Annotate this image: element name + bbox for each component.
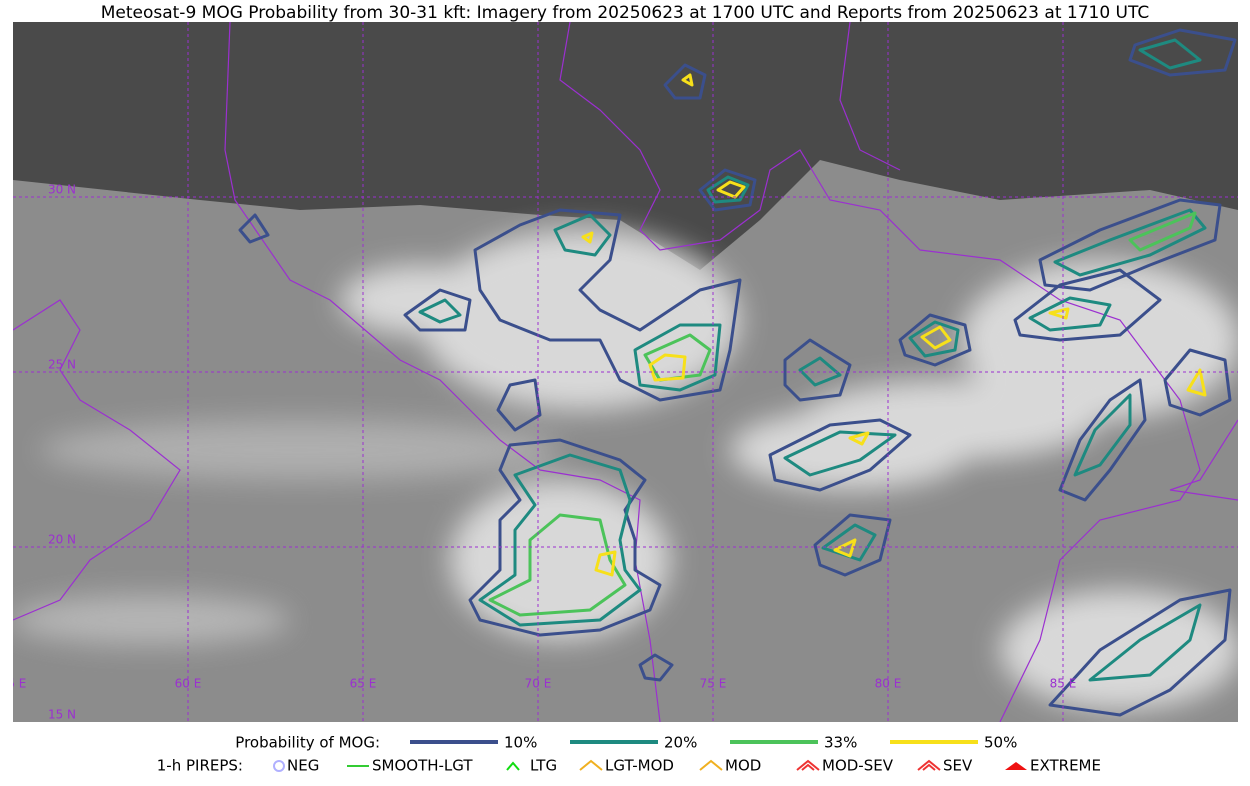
dark-region: [13, 22, 1238, 270]
border: [13, 299, 181, 621]
contour-50: [1186, 368, 1207, 397]
border: [1169, 419, 1238, 501]
contour-20: [783, 430, 897, 477]
contour-10: [813, 513, 892, 577]
lat-label: 30 N: [48, 183, 76, 197]
clouds: [13, 230, 1238, 710]
contour-10: [1128, 28, 1237, 77]
contour-20: [418, 298, 462, 324]
lon-label: 60 E: [175, 677, 202, 691]
contour-33: [488, 513, 627, 617]
contour-20: [1053, 208, 1207, 277]
contours: [238, 28, 1237, 717]
legend-label: 33%: [824, 734, 857, 752]
contour-50: [648, 353, 687, 382]
graticule: 55 E 60 E 65 E 70 E 75 E 80 E 85 E 30 N 25 N 20 N…: [0, 22, 1238, 722]
legend-label: LGT-MOD: [605, 757, 674, 775]
legend-label: EXTREME: [1030, 757, 1101, 775]
lat-label: 15 N: [48, 708, 76, 722]
border: [224, 22, 661, 722]
contour-20: [908, 320, 960, 358]
contour-10: [768, 418, 912, 492]
contour-33: [1128, 211, 1197, 252]
map: 55 E 60 E 65 E 70 E 75 E 80 E 85 E 30 N 25 N 20 N…: [0, 22, 1238, 722]
lon-label: 65 E: [350, 677, 377, 691]
contour-10: [638, 653, 674, 682]
legend-label: NEG: [287, 757, 319, 775]
contour-20: [1088, 603, 1202, 682]
contour-33: [643, 333, 712, 382]
lon-label: 80 E: [875, 677, 902, 691]
contour-50: [833, 538, 857, 558]
contour-10: [496, 378, 542, 432]
contour-20: [798, 356, 842, 387]
contour-50: [920, 325, 952, 350]
legend-title: Probability of MOG:: [235, 734, 380, 752]
lat-label: 25 N: [48, 358, 76, 372]
legend-label: MOD-SEV: [822, 757, 894, 775]
contour-20: [633, 323, 722, 392]
lon-label: 85 E: [1050, 677, 1077, 691]
contour-10: [698, 168, 757, 212]
legend-icon: [579, 759, 603, 771]
contour-10: [1163, 348, 1232, 417]
contour-10: [783, 338, 852, 402]
border: [559, 22, 1201, 722]
contour-20: [553, 213, 612, 257]
contour-20: [1138, 38, 1202, 70]
contour-10: [1013, 268, 1162, 342]
legend-label: 50%: [984, 734, 1017, 752]
contour-50: [681, 73, 694, 87]
legend-icon: [796, 759, 820, 771]
legend-label: 10%: [504, 734, 537, 752]
contour-10: [238, 213, 270, 244]
contour-50: [581, 231, 594, 244]
contour-10: [468, 438, 662, 637]
contour-10: [663, 63, 707, 100]
contour-50: [594, 550, 617, 577]
lon-label: 70 E: [525, 677, 552, 691]
legend-label: MOD: [725, 757, 761, 775]
legend-icon: [273, 760, 285, 772]
contour-10: [1058, 378, 1147, 502]
legend-label: SEV: [943, 757, 973, 775]
legend-label: SMOOTH-LGT: [372, 757, 473, 775]
contour-50: [1048, 307, 1070, 320]
contour-10: [473, 208, 742, 402]
lon-label: 75 E: [700, 677, 727, 691]
title: Meteosat-9 MOG Probability from 30-31 kf…: [101, 3, 1150, 23]
legend-label: 20%: [664, 734, 697, 752]
contour-10: [403, 288, 472, 332]
contour-10: [1048, 588, 1232, 717]
border: [839, 22, 901, 171]
contour-50: [848, 431, 870, 446]
legend-icon: [1005, 762, 1027, 770]
contour-10: [1038, 198, 1222, 292]
legend-label: LTG: [530, 757, 557, 775]
legend-icon: [917, 759, 941, 771]
legend: Probability of MOG: 10% 20% 33% 50% 1-h PIREP…: [157, 734, 1101, 775]
contour-20: [1028, 296, 1112, 332]
contour-20: [478, 453, 642, 627]
contour-20: [1073, 393, 1132, 477]
lon-label: 55 E: [0, 677, 26, 691]
legend-icon: [699, 759, 723, 771]
contour-20: [706, 175, 750, 204]
contour-10: [898, 313, 972, 367]
lat-label: 20 N: [48, 533, 76, 547]
legend-title: 1-h PIREPS:: [157, 757, 243, 775]
contour-50: [716, 180, 746, 199]
legend-icon: [506, 761, 520, 771]
